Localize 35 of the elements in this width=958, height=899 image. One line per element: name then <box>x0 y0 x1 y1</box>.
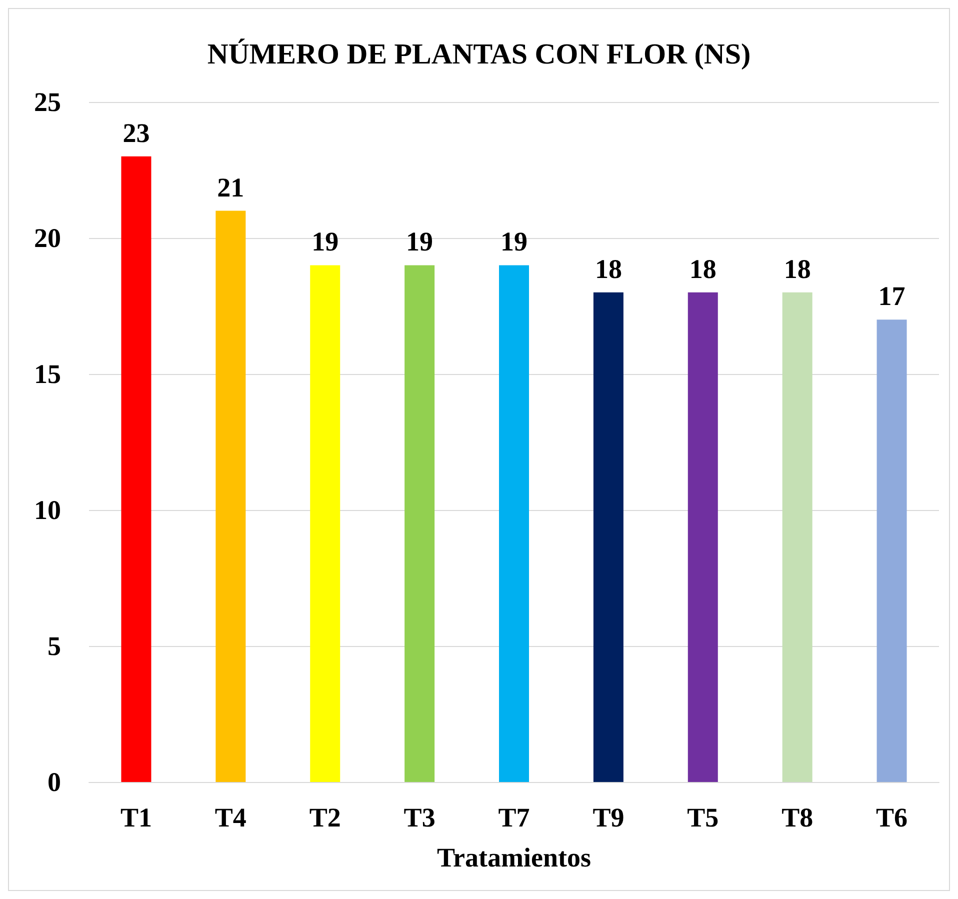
y-tick-label: 5 <box>48 631 61 661</box>
y-tick-label: 20 <box>34 223 61 253</box>
x-axis-title: Tratamientos <box>437 842 591 872</box>
y-tick-label: 10 <box>34 495 61 525</box>
bar <box>782 292 812 782</box>
x-tick-label: T2 <box>309 802 341 832</box>
x-tick-label: T5 <box>687 802 719 832</box>
x-tick-label: T3 <box>404 802 436 832</box>
x-tick-label: T8 <box>782 802 814 832</box>
bar <box>688 292 718 782</box>
data-label: 19 <box>500 226 528 257</box>
data-label: 18 <box>689 254 716 284</box>
bar <box>216 210 246 782</box>
y-tick-label: 0 <box>48 767 61 797</box>
data-label: 18 <box>784 254 811 284</box>
x-tick-label: T1 <box>120 802 152 832</box>
bar <box>404 265 435 782</box>
x-tick-label: T6 <box>876 802 908 832</box>
data-label: 17 <box>878 281 906 312</box>
data-label: 19 <box>312 226 339 257</box>
data-label: 21 <box>217 172 244 202</box>
x-tick-label: T7 <box>498 802 530 832</box>
y-tick-label: 25 <box>34 87 61 117</box>
chart-title: NÚMERO DE PLANTAS CON FLOR (NS) <box>207 38 751 70</box>
data-label: 23 <box>122 118 150 148</box>
x-tick-label: T4 <box>214 802 246 832</box>
bar <box>593 292 624 782</box>
data-label: 18 <box>594 254 622 284</box>
y-tick-label: 15 <box>34 359 61 389</box>
x-tick-label: T9 <box>592 802 624 832</box>
bar <box>121 156 152 782</box>
data-label: 19 <box>406 226 434 257</box>
bar <box>499 265 529 782</box>
bar <box>310 265 340 782</box>
bar <box>876 320 907 782</box>
